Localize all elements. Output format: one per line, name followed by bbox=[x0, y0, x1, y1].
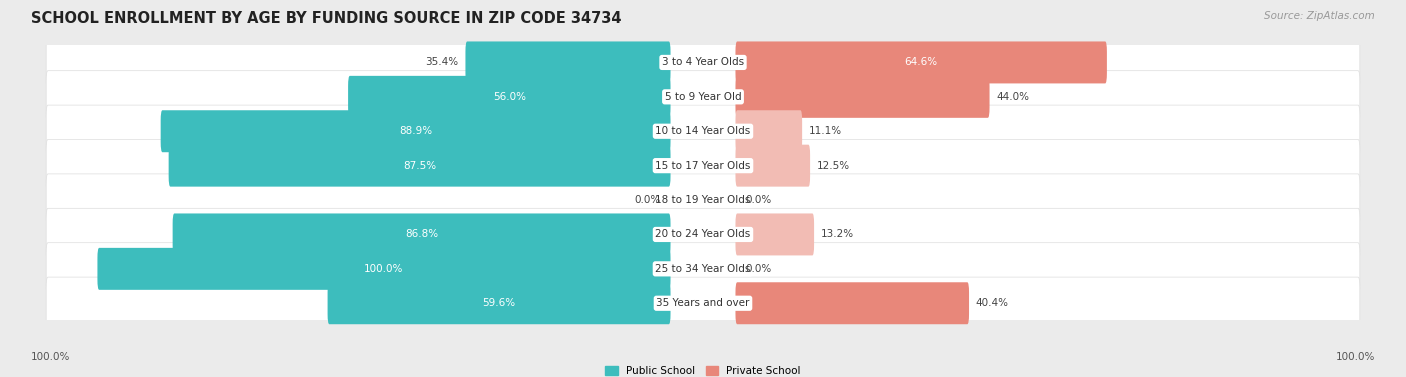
FancyBboxPatch shape bbox=[46, 36, 1360, 89]
Text: 87.5%: 87.5% bbox=[404, 161, 436, 171]
FancyBboxPatch shape bbox=[46, 71, 1360, 123]
Text: 0.0%: 0.0% bbox=[634, 195, 661, 205]
FancyBboxPatch shape bbox=[735, 145, 810, 187]
FancyBboxPatch shape bbox=[46, 208, 1360, 261]
Text: 0.0%: 0.0% bbox=[745, 264, 772, 274]
Text: 100.0%: 100.0% bbox=[31, 352, 70, 362]
Text: SCHOOL ENROLLMENT BY AGE BY FUNDING SOURCE IN ZIP CODE 34734: SCHOOL ENROLLMENT BY AGE BY FUNDING SOUR… bbox=[31, 11, 621, 26]
Text: 100.0%: 100.0% bbox=[1336, 352, 1375, 362]
FancyBboxPatch shape bbox=[46, 277, 1360, 329]
Text: 35.4%: 35.4% bbox=[426, 57, 458, 67]
Text: 64.6%: 64.6% bbox=[904, 57, 938, 67]
Text: 35 Years and over: 35 Years and over bbox=[657, 298, 749, 308]
FancyBboxPatch shape bbox=[97, 248, 671, 290]
FancyBboxPatch shape bbox=[169, 145, 671, 187]
FancyBboxPatch shape bbox=[465, 41, 671, 83]
Text: 100.0%: 100.0% bbox=[364, 264, 404, 274]
Text: 15 to 17 Year Olds: 15 to 17 Year Olds bbox=[655, 161, 751, 171]
Text: 59.6%: 59.6% bbox=[482, 298, 516, 308]
Text: 25 to 34 Year Olds: 25 to 34 Year Olds bbox=[655, 264, 751, 274]
FancyBboxPatch shape bbox=[160, 110, 671, 152]
Text: 18 to 19 Year Olds: 18 to 19 Year Olds bbox=[655, 195, 751, 205]
Text: 3 to 4 Year Olds: 3 to 4 Year Olds bbox=[662, 57, 744, 67]
Text: Source: ZipAtlas.com: Source: ZipAtlas.com bbox=[1264, 11, 1375, 21]
Text: 56.0%: 56.0% bbox=[494, 92, 526, 102]
FancyBboxPatch shape bbox=[328, 282, 671, 324]
Text: 20 to 24 Year Olds: 20 to 24 Year Olds bbox=[655, 230, 751, 239]
FancyBboxPatch shape bbox=[735, 213, 814, 256]
FancyBboxPatch shape bbox=[46, 139, 1360, 192]
FancyBboxPatch shape bbox=[735, 110, 801, 152]
FancyBboxPatch shape bbox=[46, 243, 1360, 295]
Text: 5 to 9 Year Old: 5 to 9 Year Old bbox=[665, 92, 741, 102]
Text: 44.0%: 44.0% bbox=[997, 92, 1029, 102]
Text: 86.8%: 86.8% bbox=[405, 230, 439, 239]
Legend: Public School, Private School: Public School, Private School bbox=[605, 366, 801, 376]
FancyBboxPatch shape bbox=[46, 174, 1360, 226]
Text: 88.9%: 88.9% bbox=[399, 126, 432, 136]
Text: 13.2%: 13.2% bbox=[821, 230, 853, 239]
FancyBboxPatch shape bbox=[349, 76, 671, 118]
FancyBboxPatch shape bbox=[173, 213, 671, 256]
FancyBboxPatch shape bbox=[735, 76, 990, 118]
Text: 40.4%: 40.4% bbox=[976, 298, 1010, 308]
Text: 10 to 14 Year Olds: 10 to 14 Year Olds bbox=[655, 126, 751, 136]
FancyBboxPatch shape bbox=[46, 105, 1360, 157]
FancyBboxPatch shape bbox=[735, 41, 1107, 83]
Text: 0.0%: 0.0% bbox=[745, 195, 772, 205]
FancyBboxPatch shape bbox=[735, 282, 969, 324]
Text: 12.5%: 12.5% bbox=[817, 161, 851, 171]
Text: 11.1%: 11.1% bbox=[808, 126, 842, 136]
